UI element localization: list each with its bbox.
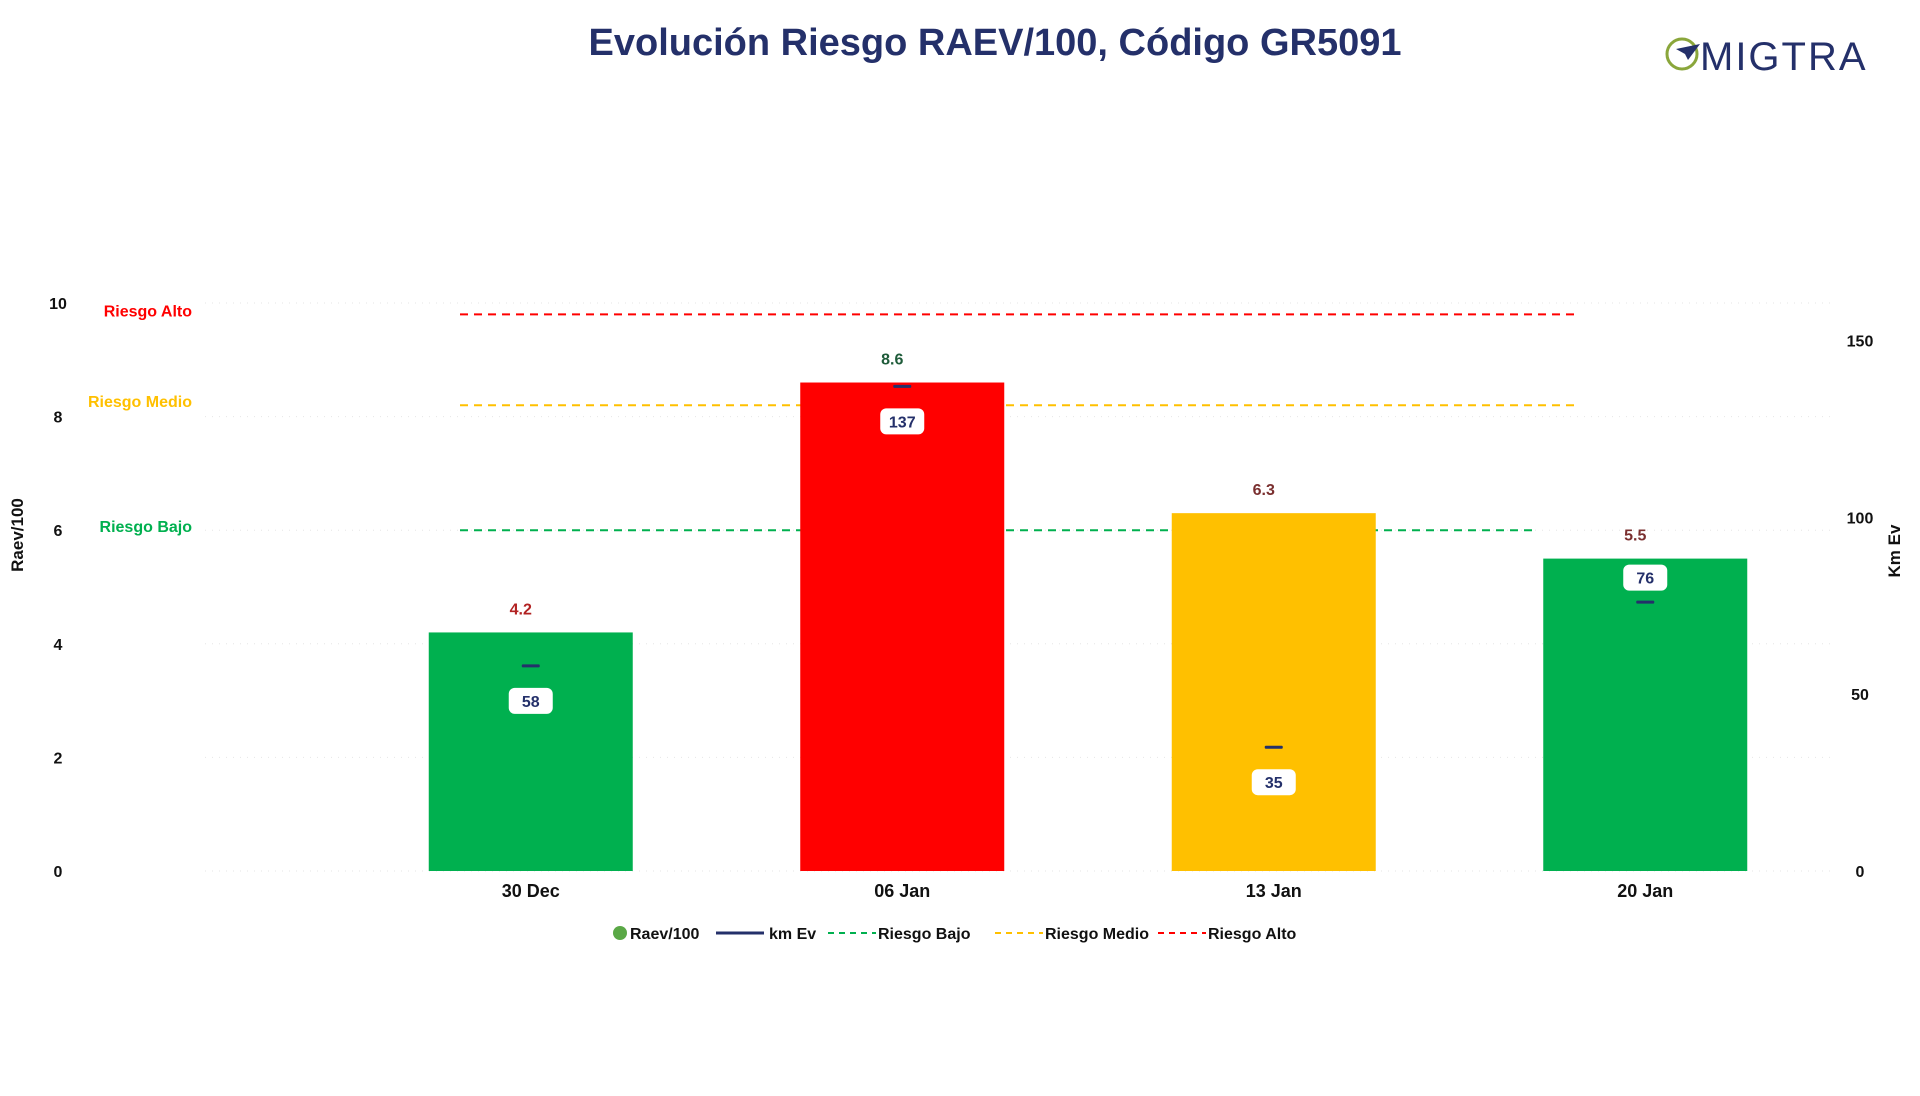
km-value-label: 35 xyxy=(1265,775,1283,792)
y2-tick-label: 0 xyxy=(1856,864,1865,881)
bar xyxy=(1543,558,1748,871)
y-tick-label: 10 xyxy=(49,296,67,313)
bar xyxy=(800,382,1005,871)
legend-label-raev: Raev/100 xyxy=(630,926,699,943)
x-tick-label: 13 Jan xyxy=(1246,881,1302,901)
legend: Raev/100 km Ev Riesgo Bajo Riesgo Medio Ries… xyxy=(613,926,1297,943)
km-value-label: 76 xyxy=(1636,571,1654,588)
x-tick-label: 30 Dec xyxy=(502,881,560,901)
y2-tick-label: 150 xyxy=(1847,333,1874,350)
y2-tick-label: 100 xyxy=(1847,510,1874,527)
reference-line-label: Riesgo Alto xyxy=(104,303,193,320)
bar-value-label: 6.3 xyxy=(1253,482,1275,499)
y-tick-label: 0 xyxy=(54,864,63,881)
legend-swatch-raev xyxy=(613,926,627,940)
km-label-box xyxy=(508,687,553,714)
km-label-box xyxy=(1251,769,1296,796)
reference-line-label: Riesgo Medio xyxy=(88,394,192,411)
km-marker xyxy=(521,664,540,668)
bar xyxy=(1171,513,1376,871)
km-label-box xyxy=(1623,564,1668,591)
grid-layer xyxy=(205,302,1830,872)
legend-label-km: km Ev xyxy=(769,926,816,943)
logo-text: MIGTRA xyxy=(1700,35,1868,79)
y2-axis-label: Km Ev xyxy=(1885,524,1904,577)
km-value-label: 58 xyxy=(522,694,540,711)
bar-value-label: 8.6 xyxy=(881,352,903,369)
km-marker xyxy=(1636,600,1655,604)
x-tick-label: 20 Jan xyxy=(1617,881,1673,901)
logo: MIGTRA xyxy=(1665,35,1868,79)
km-label-box xyxy=(880,408,925,435)
km-marker xyxy=(1264,745,1283,749)
bar-value-label: 4.2 xyxy=(510,601,532,618)
km-markers: 58 137 35 76 xyxy=(508,384,1668,796)
km-value-label: 137 xyxy=(889,414,916,431)
y-tick-label: 4 xyxy=(54,637,63,654)
bar-value-label: 5.5 xyxy=(1624,528,1646,545)
bars: 4.2 8.6 6.3 5.5 xyxy=(428,352,1748,871)
bar xyxy=(428,632,633,871)
y-tick-label: 2 xyxy=(54,750,63,767)
y2-tick-label: 50 xyxy=(1851,687,1869,704)
reference-line-label: Riesgo Bajo xyxy=(100,519,193,536)
y-axis-label: Raev/100 xyxy=(8,498,27,572)
y-tick-label: 8 xyxy=(54,410,63,427)
chart-title: Evolución Riesgo RAEV/100, Código GR5091 xyxy=(589,22,1402,64)
legend-label-ref: Riesgo Alto xyxy=(1208,926,1297,943)
legend-label-ref: Riesgo Medio xyxy=(1045,926,1149,943)
logo-compass-icon xyxy=(1665,37,1700,71)
legend-label-ref: Riesgo Bajo xyxy=(878,926,971,943)
y-tick-label: 6 xyxy=(54,523,63,540)
x-tick-label: 06 Jan xyxy=(874,881,930,901)
km-marker xyxy=(893,384,912,388)
